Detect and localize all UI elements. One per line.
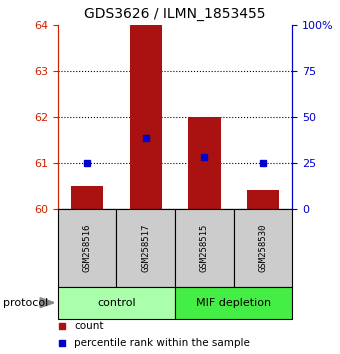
Text: GSM258515: GSM258515	[200, 224, 209, 272]
Bar	[188, 117, 221, 209]
Text: GSM258517: GSM258517	[141, 224, 150, 272]
Bar	[247, 190, 279, 209]
Bar	[58, 287, 175, 319]
Bar	[175, 209, 234, 287]
Bar	[71, 186, 103, 209]
Text: count: count	[74, 321, 104, 331]
Polygon shape	[40, 298, 54, 308]
Title: GDS3626 / ILMN_1853455: GDS3626 / ILMN_1853455	[84, 7, 266, 21]
Text: protocol: protocol	[3, 298, 49, 308]
Bar	[116, 209, 175, 287]
Bar	[58, 209, 116, 287]
Text: MIF depletion: MIF depletion	[196, 298, 271, 308]
Text: GSM258530: GSM258530	[259, 224, 268, 272]
Text: control: control	[97, 298, 136, 308]
Bar	[234, 209, 292, 287]
Bar	[130, 25, 162, 209]
Text: percentile rank within the sample: percentile rank within the sample	[74, 338, 250, 348]
Bar	[175, 287, 292, 319]
Text: GSM258516: GSM258516	[83, 224, 91, 272]
